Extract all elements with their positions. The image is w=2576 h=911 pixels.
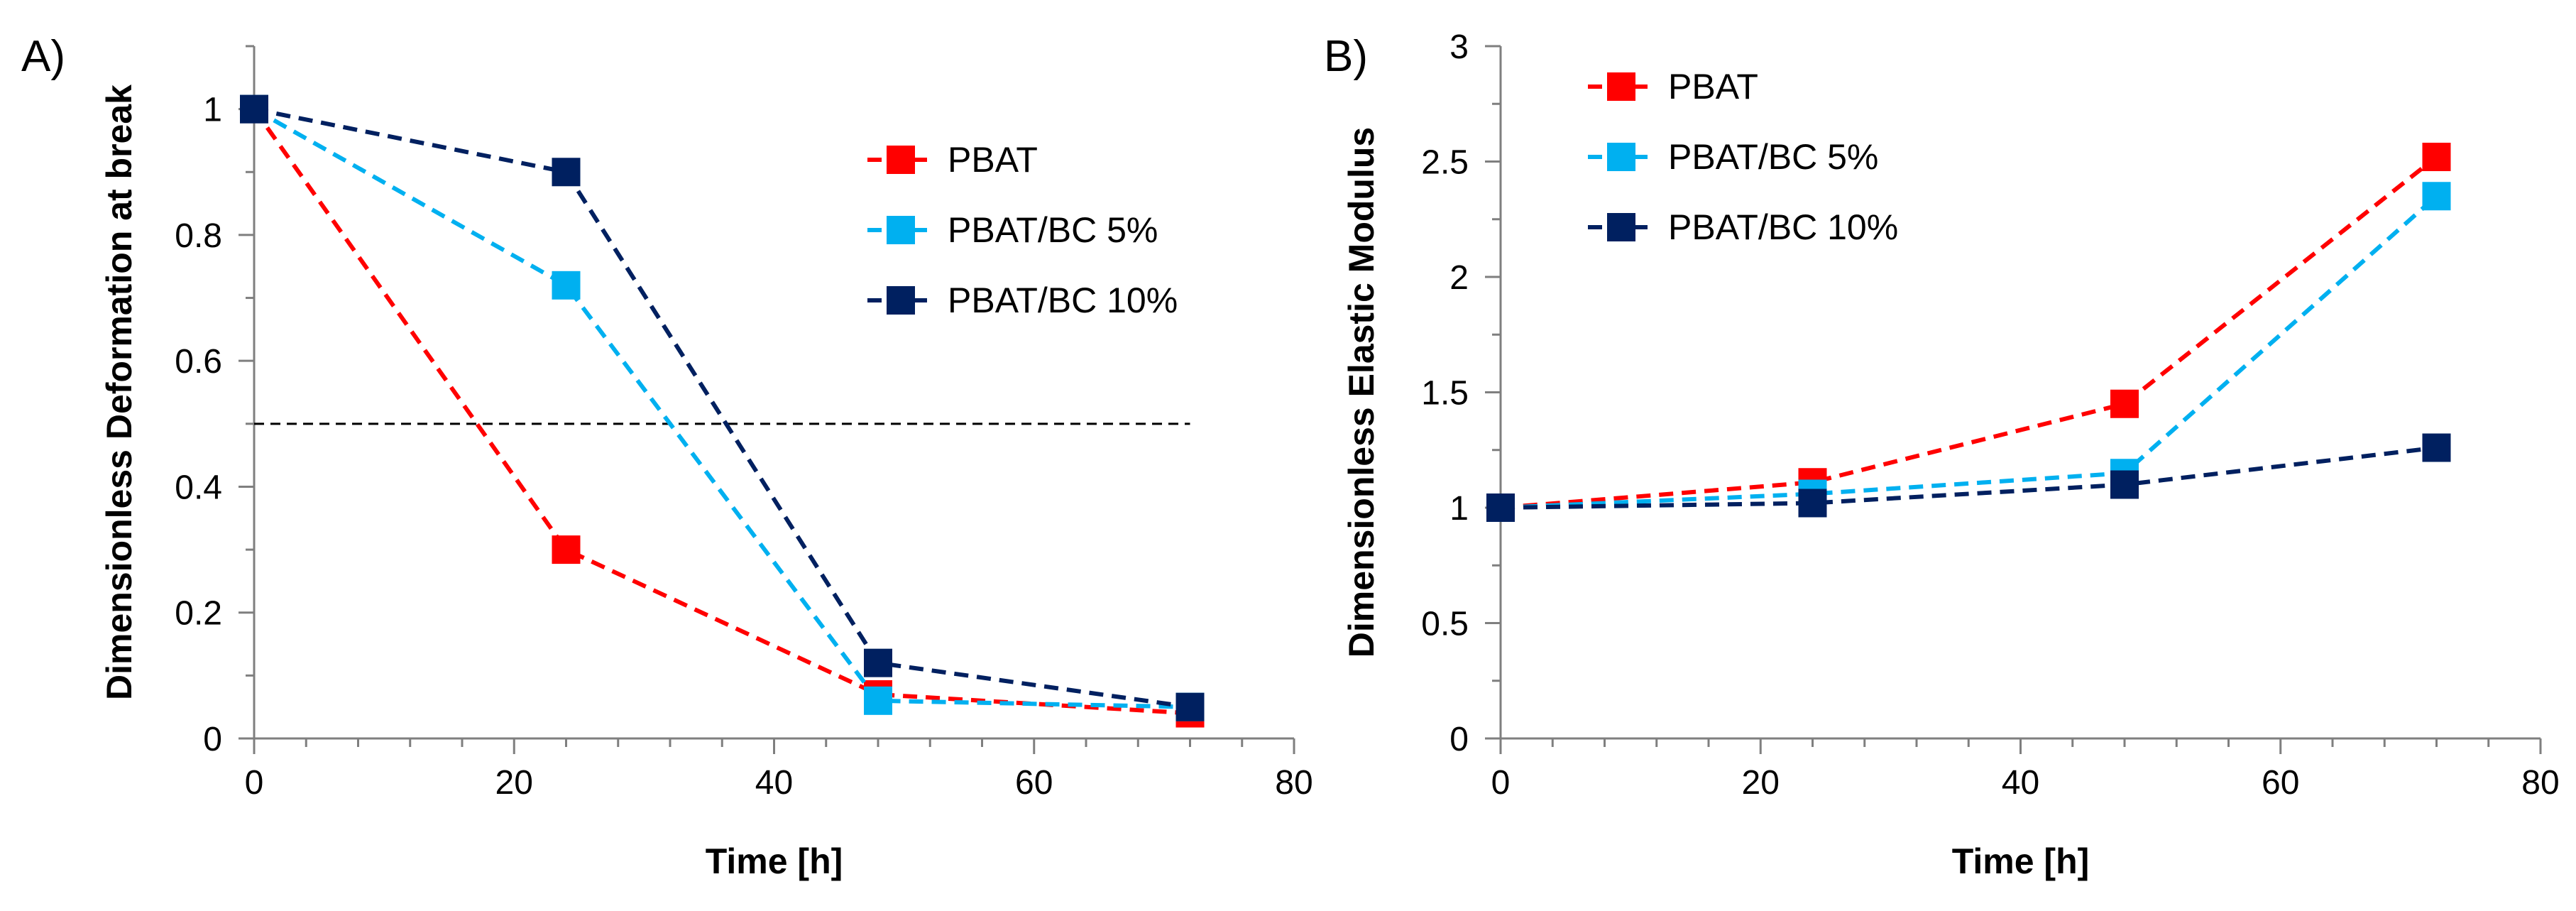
y-tick-label: 2 bbox=[1449, 259, 1469, 297]
y-tick-label: 0.2 bbox=[175, 595, 222, 633]
data-point bbox=[864, 686, 892, 715]
y-tick-label: 1 bbox=[203, 92, 222, 129]
y-tick-label: 1 bbox=[1449, 490, 1469, 528]
legend-marker bbox=[887, 146, 915, 174]
legend-label: PBAT/BC 10% bbox=[1668, 207, 1898, 247]
y-axis-title: Dimensionless Deformation at break bbox=[99, 84, 139, 700]
x-tick-label: 20 bbox=[1742, 764, 1780, 802]
legend-marker bbox=[887, 216, 915, 244]
x-tick-label: 80 bbox=[1275, 764, 1312, 802]
series-line bbox=[1500, 155, 2438, 510]
legend-label: PBAT bbox=[948, 140, 1038, 180]
data-point bbox=[1175, 692, 1205, 721]
chart-panel-b: B) 0 20 40 60 80 0 0.5 1 1.5 2 2.5 3 Time [h] Dimensio… bbox=[1324, 28, 2560, 881]
data-point bbox=[864, 648, 892, 677]
series-line bbox=[1500, 195, 2438, 510]
legend-marker bbox=[1607, 143, 1635, 171]
legend-entry: PBAT bbox=[867, 140, 1038, 180]
legend-label: PBAT/BC 10% bbox=[948, 280, 1178, 320]
y-tick-label: 1.5 bbox=[1421, 375, 1469, 413]
panel-label: B) bbox=[1324, 32, 1368, 81]
x-tick-label: 60 bbox=[2262, 764, 2299, 802]
x-tick-label: 20 bbox=[495, 764, 533, 802]
x-tick-label: 60 bbox=[1015, 764, 1053, 802]
y-axis-title: Dimensionless Elastic Modulus bbox=[1342, 127, 1381, 658]
series-line bbox=[1500, 445, 2437, 510]
panel-label: A) bbox=[21, 32, 65, 81]
x-axis-title: Time [h] bbox=[1952, 841, 2090, 881]
x-tick-label: 80 bbox=[2521, 764, 2559, 802]
data-point bbox=[2422, 433, 2451, 462]
data-point bbox=[1486, 493, 1515, 522]
legend-entry: PBAT/BC 5% bbox=[1588, 137, 1878, 177]
legend-label: PBAT bbox=[1668, 67, 1758, 107]
y-tick-label: 2.5 bbox=[1421, 144, 1469, 182]
series-line bbox=[253, 107, 1190, 709]
y-tick-label: 0 bbox=[203, 721, 222, 758]
data-point bbox=[2422, 143, 2451, 171]
series-2 bbox=[1486, 433, 2451, 522]
legend-entry: PBAT/BC 10% bbox=[1588, 207, 1898, 247]
legend-label: PBAT/BC 5% bbox=[1668, 137, 1878, 177]
y-tick-label: 0.4 bbox=[175, 469, 222, 506]
series-2 bbox=[240, 94, 1205, 721]
x-tick-label: 0 bbox=[1491, 764, 1511, 802]
x-axis-title: Time [h] bbox=[706, 841, 843, 881]
x-tick-label: 40 bbox=[755, 764, 793, 802]
data-point bbox=[1798, 489, 1827, 518]
data-point bbox=[2110, 470, 2139, 499]
y-tick-label: 0.5 bbox=[1421, 606, 1469, 643]
y-tick-label: 0.8 bbox=[175, 217, 222, 255]
legend-entry: PBAT/BC 5% bbox=[867, 210, 1158, 250]
legend-entry: PBAT/BC 10% bbox=[867, 280, 1178, 320]
data-point bbox=[2110, 389, 2139, 418]
series-0 bbox=[240, 94, 1205, 728]
series-line bbox=[252, 107, 1190, 716]
x-tick-label: 0 bbox=[245, 764, 264, 802]
y-tick-label: 0 bbox=[1449, 721, 1469, 758]
y-tick-label: 3 bbox=[1449, 28, 1469, 66]
legend-marker bbox=[1607, 213, 1635, 241]
data-point bbox=[552, 535, 581, 564]
data-point bbox=[552, 158, 581, 187]
legend-label: PBAT/BC 5% bbox=[948, 210, 1158, 250]
chart-panel-a: A) 0 20 40 60 80 0 0.2 0.4 0.6 0.8 1 Time [h] Dimensi… bbox=[21, 32, 1313, 881]
data-point bbox=[552, 271, 581, 300]
legend-entry: PBAT bbox=[1588, 67, 1758, 107]
legend-marker bbox=[1607, 72, 1635, 101]
y-tick-label: 0.6 bbox=[175, 343, 222, 381]
data-point bbox=[2422, 182, 2451, 211]
legend-marker bbox=[887, 286, 915, 315]
series-line bbox=[253, 107, 1190, 709]
series-1 bbox=[240, 94, 1205, 721]
x-tick-label: 40 bbox=[2002, 764, 2039, 802]
data-point bbox=[240, 94, 268, 124]
